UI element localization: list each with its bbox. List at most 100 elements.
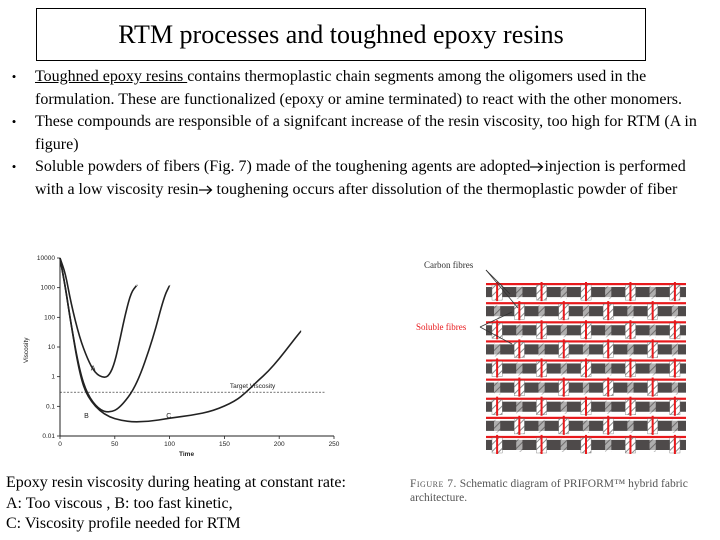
carbon-warp-fibre	[649, 400, 656, 414]
soluble-warp-fibre	[651, 377, 654, 397]
carbon-warp-fibre	[560, 400, 567, 414]
soluble-warp-fibre	[496, 320, 499, 340]
soluble-warp-fibre	[496, 282, 499, 302]
series-line-C	[59, 257, 302, 423]
soluble-warp-fibre	[607, 339, 610, 359]
soluble-warp-fibre	[540, 434, 543, 454]
soluble-warp-fibre	[518, 339, 521, 359]
carbon-warp-fibre	[516, 286, 523, 300]
soluble-warp-fibre	[562, 301, 565, 321]
x-tick-label: 150	[219, 441, 230, 448]
carbon-warp-fibre	[671, 419, 678, 433]
soluble-warp-fibre	[496, 396, 499, 416]
y-tick-label: 100	[44, 314, 55, 321]
leader-line-soluble	[479, 311, 513, 328]
soluble-warp-fibre	[540, 396, 543, 416]
soluble-warp-fibre	[651, 301, 654, 321]
soluble-warp-fibre	[585, 396, 587, 416]
soluble-warp-fibre	[629, 282, 632, 302]
y-tick-label: 0.01	[42, 433, 55, 440]
carbon-warp-fibre	[538, 381, 545, 395]
carbon-warp-fibre	[605, 324, 612, 338]
bullet-3-part2: injection is performed with a low viscos…	[35, 158, 686, 198]
carbon-warp-fibre	[605, 400, 612, 414]
carbon-warp-fibre	[605, 362, 612, 376]
soluble-warp-fibre	[540, 282, 543, 302]
carbon-warp-fibre	[516, 362, 523, 376]
right-arrow-icon	[198, 185, 213, 195]
caption-line-2: A: Too viscous , B: too fast kinetic,	[6, 494, 233, 512]
carbon-warp-fibre	[560, 362, 567, 376]
soluble-weft-fibre	[486, 340, 686, 343]
soluble-warp-fibre	[629, 434, 632, 454]
carbon-warp-fibre	[649, 362, 656, 376]
carbon-warp-fibre	[649, 286, 656, 300]
y-tick-label: 1	[51, 374, 55, 381]
soluble-warp-fibre	[562, 377, 565, 397]
soluble-warp-fibre	[496, 434, 499, 454]
bullet-item-3: • Soluble powders of fibers (Fig. 7) mad…	[8, 156, 708, 201]
carbon-warp-fibre	[627, 305, 634, 319]
carbon-warp-fibre	[671, 305, 678, 319]
bullet-1-text: contains thermoplastic chain segments am…	[35, 68, 683, 108]
carbon-warp-fibre	[560, 324, 567, 338]
soluble-warp-fibre	[518, 415, 521, 435]
carbon-warp-fibre	[516, 324, 523, 338]
series-line-A	[59, 257, 138, 378]
carbon-warp-fibre	[605, 438, 612, 452]
leader-line-carbon	[485, 269, 511, 295]
viscosity-chart: 10000 1000 100 10 1 0.1 0.010 50 100 150 200 250 A B…	[23, 255, 340, 458]
series-line-B	[59, 257, 171, 413]
figure-caption: Figure 7. Schematic diagram of PRIFORM™ …	[410, 478, 710, 505]
soluble-weft-fibre	[486, 378, 686, 381]
bullet-2-text: These compounds are responsible of a sig…	[35, 113, 697, 153]
label-soluble-fibres: Soluble fibres	[416, 322, 467, 332]
leader-line-carbon	[485, 269, 519, 309]
bullet-3-part1: Soluble powders of fibers (Fig. 7) made …	[35, 158, 531, 175]
carbon-warp-fibre	[627, 343, 634, 357]
chart-ticks: 10000 1000 100 10 1 0.1 0.010 50 100 150 200 250	[37, 255, 340, 448]
bullet-item-1: • Toughned epoxy resins contains thermop…	[8, 66, 708, 111]
soluble-warp-fibre	[651, 415, 654, 435]
fabric-weave	[486, 282, 686, 454]
y-tick-label: 10	[48, 344, 56, 351]
fabric-diagram: Carbon fibres Soluble fibres	[416, 260, 686, 454]
slide-title-box: RTM processes and toughned epoxy resins	[36, 8, 646, 61]
series-label-B: B	[84, 413, 89, 420]
soluble-warp-fibre	[607, 301, 610, 321]
soluble-warp-fibre	[629, 320, 632, 340]
carbon-warp-fibre	[494, 305, 501, 319]
carbon-warp-fibre	[494, 419, 501, 433]
carbon-warp-fibre	[516, 438, 523, 452]
y-tick-label: 0.1	[46, 403, 55, 410]
x-tick-label: 50	[111, 441, 119, 448]
soluble-warp-fibre	[585, 434, 587, 454]
soluble-warp-fibre	[607, 377, 610, 397]
carbon-warp-fibre	[627, 419, 634, 433]
bullet-dot: •	[11, 69, 17, 84]
bullet-dot: •	[11, 159, 17, 174]
chart-series: A B C	[59, 257, 302, 423]
soluble-weft-fibre	[486, 302, 686, 305]
bullet-3-part3: toughening occurs after dissolution of t…	[212, 180, 678, 198]
carbon-warp-fibre	[671, 381, 678, 395]
x-axis-label: Time	[179, 451, 194, 458]
leader-line-soluble	[479, 326, 513, 345]
soluble-warp-fibre	[496, 358, 499, 378]
carbon-warp-fibre	[582, 343, 590, 357]
caption-line-3: C: Viscosity profile needed for RTM	[6, 515, 241, 532]
carbon-warp-fibre	[649, 438, 656, 452]
soluble-warp-fibre	[673, 282, 676, 302]
carbon-warp-fibre	[649, 324, 656, 338]
right-arrow-icon	[530, 162, 544, 172]
carbon-warp-fibre	[538, 419, 545, 433]
figure-caption-text: Schematic diagram of PRIFORM™ hybrid fab…	[410, 478, 688, 504]
bullet-dot: •	[11, 114, 17, 129]
bullet-list: • Toughned epoxy resins contains thermop…	[8, 66, 708, 201]
caption-line-1: Epoxy resin viscosity during heating at …	[6, 474, 346, 491]
soluble-warp-fibre	[562, 415, 565, 435]
soluble-warp-fibre	[585, 282, 587, 302]
soluble-warp-fibre	[540, 320, 543, 340]
soluble-warp-fibre	[651, 339, 654, 359]
x-tick-label: 250	[329, 441, 340, 448]
